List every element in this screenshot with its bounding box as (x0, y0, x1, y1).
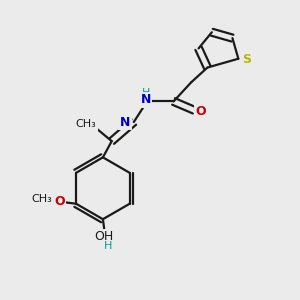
Text: H: H (104, 241, 112, 251)
Text: O: O (54, 195, 64, 208)
Text: S: S (242, 53, 251, 66)
Text: H: H (141, 88, 150, 98)
Text: O: O (195, 105, 206, 118)
Text: N: N (140, 93, 151, 106)
Text: N: N (120, 116, 130, 128)
Text: OH: OH (95, 230, 114, 243)
Text: CH₃: CH₃ (75, 119, 96, 129)
Text: CH₃: CH₃ (31, 194, 52, 204)
